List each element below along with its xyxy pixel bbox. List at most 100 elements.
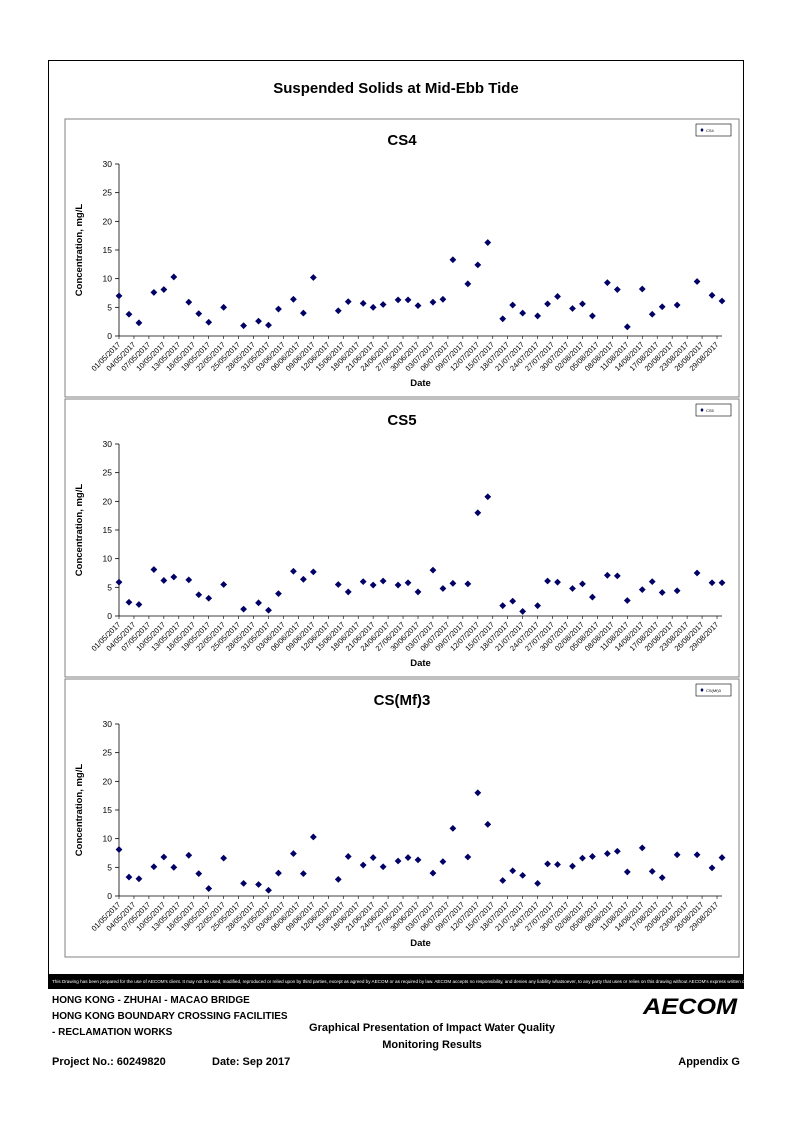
data-point [160,853,168,861]
y-tick-label: 25 [103,468,113,478]
data-point [195,870,203,878]
data-point [309,833,317,841]
data-point [544,860,551,868]
data-point [693,278,701,285]
data-point [429,298,437,306]
chart-border [64,118,740,398]
data-point [693,569,701,577]
data-point [379,577,387,585]
data-point [554,293,561,300]
data-point [170,863,178,871]
data-point [718,297,726,305]
data-point [519,608,527,615]
data-point [240,879,247,887]
data-point [554,861,561,868]
footer-project-line2: HONG KONG BOUNDARY CROSSING FACILITIES [52,1011,288,1022]
y-tick-label: 20 [103,496,113,506]
data-point [569,862,576,870]
data-point [334,307,342,315]
data-point [334,875,342,883]
footer-description-line2: Monitoring Results [382,1039,482,1051]
y-tick-label: 25 [103,188,113,198]
y-tick-label: 30 [103,159,113,169]
data-point [464,580,472,588]
data-point [449,579,457,587]
data-point [439,295,447,303]
data-point [579,854,586,862]
y-tick-label: 0 [107,331,112,341]
data-point [484,239,492,246]
data-point [299,575,307,583]
y-tick-label: 5 [107,862,112,872]
data-point [160,577,168,584]
legend-label: CS4 [706,128,715,133]
data-point [544,300,551,308]
legend-marker [700,408,704,412]
chart-svg: CS(Mf)3 CS(Mf)3 0 5 10 15 20 25 30 Concentration,… [64,678,740,958]
data-point [394,857,402,865]
data-point [509,597,517,605]
chart-border [64,678,740,958]
data-point [449,824,457,832]
data-point [474,789,482,797]
data-point [394,296,402,304]
data-point [185,576,193,584]
y-tick-label: 10 [103,274,113,284]
data-point [115,846,123,853]
data-point [638,285,646,293]
data-point [125,310,133,318]
data-point [718,854,726,861]
data-point [414,856,422,864]
data-point [474,509,482,517]
data-point [569,585,576,592]
data-point [499,602,507,610]
data-point [255,317,262,325]
y-tick-label: 10 [103,834,113,844]
chart-cs4: CS4 CS4 0 5 10 15 20 25 30 Concentration, mg/L 01/… [64,118,740,398]
footer-description-line1: Graphical Presentation of Impact Water Q… [309,1022,555,1034]
data-point [623,597,631,604]
data-point [623,868,631,876]
data-point [708,291,716,299]
data-point [255,599,262,607]
data-point [603,571,611,579]
data-point [414,588,422,596]
data-point [299,309,307,317]
data-point [135,319,143,327]
data-point [589,312,596,320]
data-point [579,580,586,588]
data-point [534,879,542,887]
footer-project-line1: HONG KONG - ZHUHAI - MACAO BRIDGE [52,995,250,1006]
data-point [693,851,701,859]
data-point [265,886,272,894]
data-point [265,606,272,614]
disclaimer-bar: This Drawing has been prepared for the u… [48,974,744,989]
data-point [379,863,387,871]
data-point [499,315,507,323]
data-point [150,863,158,871]
y-axis-label: Concentration, mg/L [74,204,85,297]
data-point [544,577,551,585]
data-point [195,591,203,599]
data-point [344,588,352,596]
data-point [439,858,447,865]
data-point [554,578,561,586]
x-axis-label: Date [410,378,431,389]
data-point [718,579,726,587]
y-tick-label: 15 [103,245,113,255]
data-point [125,873,133,881]
chart-csmf3: CS(Mf)3 CS(Mf)3 0 5 10 15 20 25 30 Concentration,… [64,678,740,958]
y-tick-label: 15 [103,805,113,815]
data-point [429,869,437,877]
data-point [658,303,666,311]
data-point [519,871,527,879]
data-point [334,581,342,588]
y-tick-label: 10 [103,554,113,564]
data-point [439,585,447,592]
data-point [449,256,457,264]
data-point [509,867,517,875]
y-tick-label: 0 [107,891,112,901]
data-point [275,590,282,598]
data-point [613,286,621,293]
